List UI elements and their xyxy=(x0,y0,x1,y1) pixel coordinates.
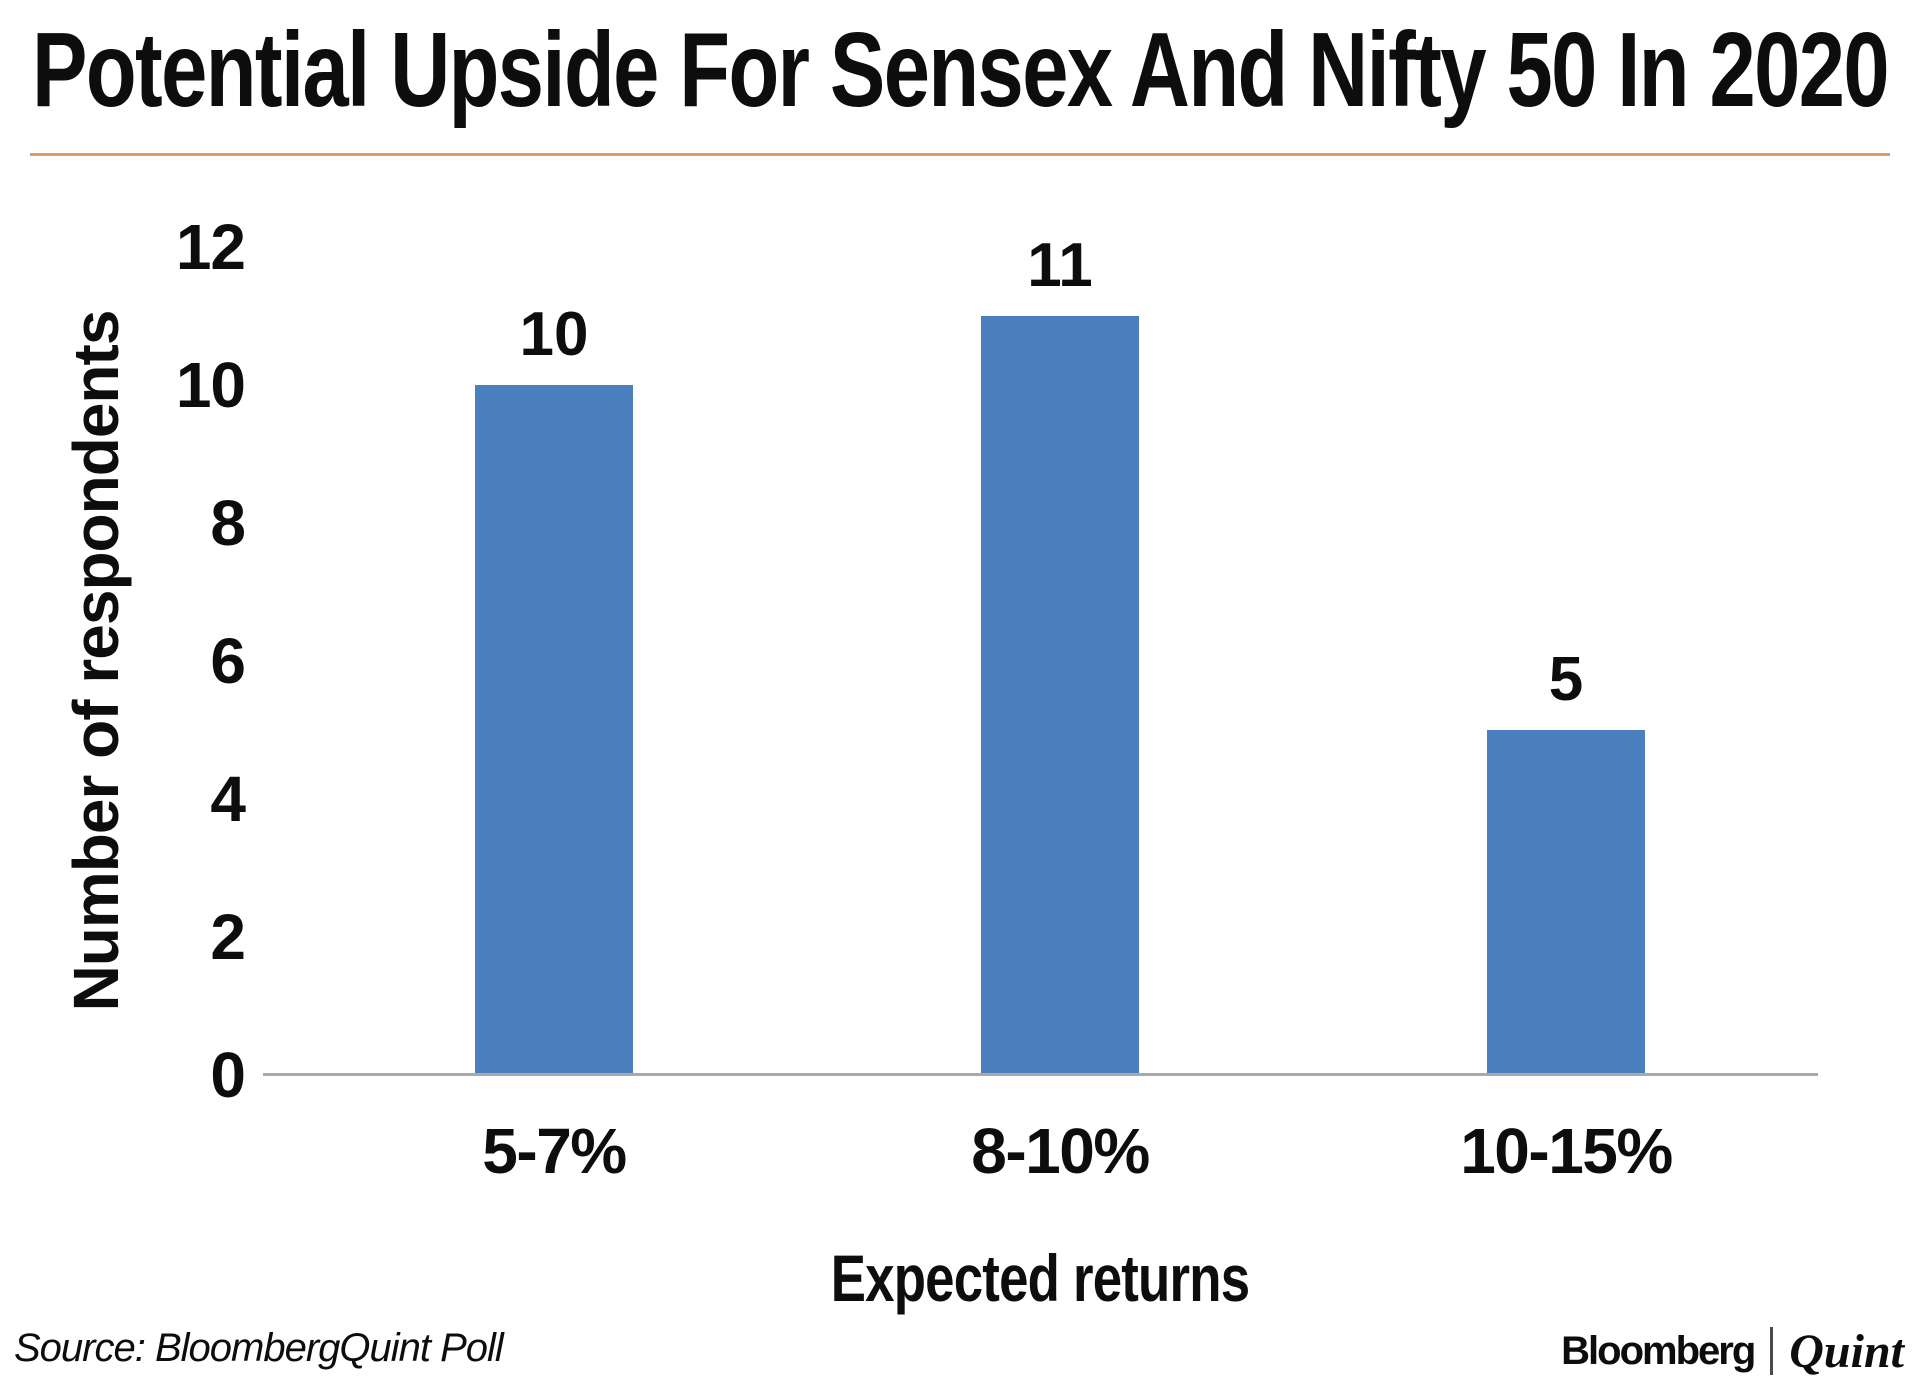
x-category-label: 5-7% xyxy=(482,1115,627,1187)
x-category-label: 10-15% xyxy=(1460,1115,1673,1187)
publisher-logo: Bloomberg Quint xyxy=(1561,1322,1904,1380)
bloomberg-wordmark: Bloomberg xyxy=(1561,1328,1756,1373)
y-tick-label: 12 xyxy=(175,211,246,283)
y-tick-label: 2 xyxy=(210,901,246,973)
bar-8-10% xyxy=(981,316,1139,1073)
bar-value-label: 10 xyxy=(519,300,589,369)
y-tick-label: 0 xyxy=(210,1039,246,1111)
bar-5-7% xyxy=(475,385,633,1073)
y-tick-label: 10 xyxy=(175,349,246,421)
source-note: Source: BloombergQuint Poll xyxy=(14,1326,504,1370)
x-axis-title: Expected returns xyxy=(830,1241,1250,1315)
title-divider xyxy=(30,153,1890,156)
bar-value-label: 11 xyxy=(1027,231,1093,300)
y-tick-label: 8 xyxy=(210,487,246,559)
x-category-label: 8-10% xyxy=(971,1115,1150,1187)
y-tick-label: 6 xyxy=(210,625,246,697)
quint-wordmark: Quint xyxy=(1789,1324,1904,1378)
bar-10-15% xyxy=(1487,730,1645,1073)
x-axis-line xyxy=(263,1073,1818,1076)
logo-separator xyxy=(1770,1327,1774,1375)
y-tick-label: 4 xyxy=(210,763,246,835)
bar-value-label: 5 xyxy=(1548,645,1584,714)
page-title: Potential Upside For Sensex And Nifty 50… xyxy=(32,11,1890,129)
